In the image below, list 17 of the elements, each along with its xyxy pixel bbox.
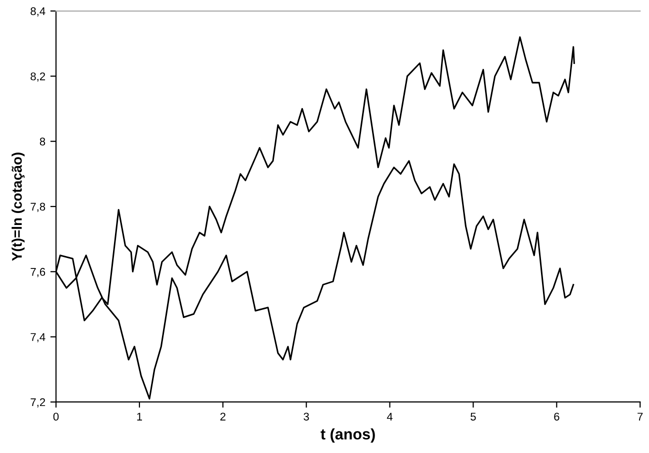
- x-tick-label: 4: [386, 412, 393, 420]
- y-tick-label: 7,2: [30, 398, 46, 408]
- x-tick-label: 2: [220, 412, 226, 420]
- x-axis-title: t (anos): [320, 428, 375, 443]
- x-tick-label: 5: [470, 412, 476, 421]
- x-tick-label: 7: [638, 412, 643, 420]
- y-tick-label: 8,4: [30, 7, 46, 16]
- y-tick-label: 7,6: [30, 268, 46, 278]
- y-axis-title: Y(t)=ln (cotação): [12, 152, 25, 261]
- y-tick-label: 7,8: [30, 202, 46, 212]
- x-tick-label: 6: [554, 412, 560, 421]
- y-tick-label: 8,2: [30, 72, 46, 82]
- y-tick-label: 7,4: [30, 333, 46, 342]
- x-tick-label: 1: [137, 412, 142, 420]
- x-tick-label: 0: [53, 412, 59, 421]
- y-tick-label: 8: [40, 138, 46, 146]
- x-tick-label: 3: [304, 412, 309, 421]
